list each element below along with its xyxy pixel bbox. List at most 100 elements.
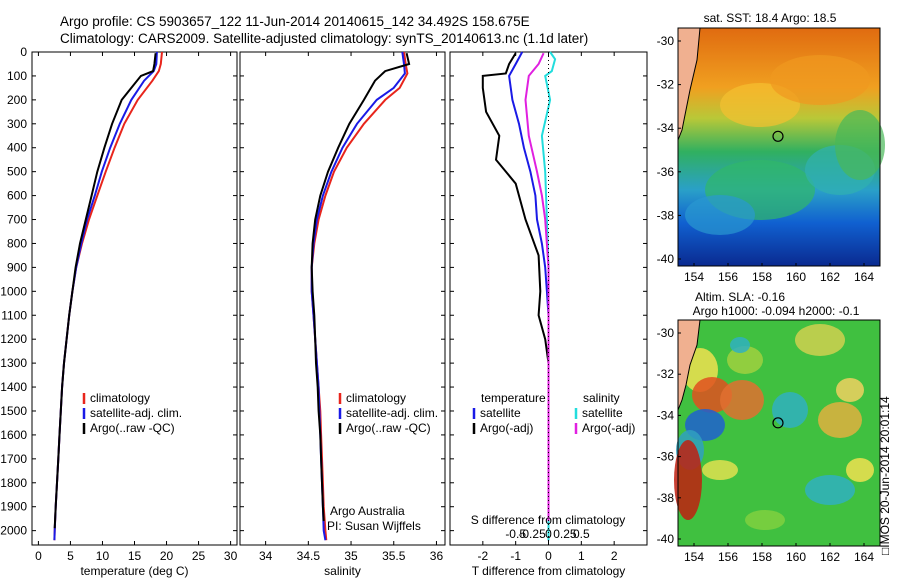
legend-title: salinity bbox=[583, 391, 620, 405]
argo-float-marker bbox=[772, 130, 784, 142]
x-tick-label: 36 bbox=[430, 549, 444, 563]
map-y-tick-label: -36 bbox=[657, 450, 675, 464]
map-y-tick-label: -38 bbox=[657, 491, 675, 505]
y-tick-label: 600 bbox=[7, 189, 27, 203]
sst-patch bbox=[770, 55, 870, 105]
map-x-tick-label: 156 bbox=[718, 550, 738, 564]
series-line-argo-raw-qc- bbox=[53, 53, 157, 529]
y-tick-label: 1000 bbox=[0, 284, 27, 298]
x-tick-label: 30 bbox=[224, 549, 238, 563]
map-x-tick-label: 162 bbox=[820, 550, 840, 564]
map-title: Argo h1000: -0.094 h2000: -0.1 bbox=[693, 304, 860, 318]
map-x-tick-label: 156 bbox=[718, 270, 738, 284]
series-line-s-argo-adj- bbox=[524, 52, 550, 522]
temperature-panel: 0100200300400500600700800900100011001200… bbox=[0, 45, 237, 578]
map-y-tick-label: -40 bbox=[657, 532, 675, 546]
legend-label: satellite bbox=[480, 406, 521, 420]
annotation-line: Argo Australia bbox=[330, 504, 405, 518]
y-tick-label: 700 bbox=[7, 213, 27, 227]
map-y-tick-label: -40 bbox=[657, 252, 675, 266]
x-tick-label: 2 bbox=[611, 549, 618, 563]
y-tick-label: 2000 bbox=[0, 524, 27, 538]
map-frame bbox=[677, 319, 881, 547]
legend-title: temperature bbox=[481, 391, 546, 405]
x-tick-label: 10 bbox=[96, 549, 110, 563]
legend-label: Argo(..raw -QC) bbox=[90, 421, 175, 435]
s-tick-label: 0 bbox=[545, 527, 552, 541]
y-tick-label: 0 bbox=[20, 45, 27, 59]
x-tick-label: 34 bbox=[259, 549, 273, 563]
x-axis-label: salinity bbox=[324, 564, 361, 578]
legend-label: Argo(-adj) bbox=[480, 421, 533, 435]
sla-patch bbox=[745, 510, 785, 530]
sst-patch bbox=[835, 110, 885, 180]
x-tick-label: 34.5 bbox=[297, 549, 321, 563]
series-line-argo-raw-qc- bbox=[310, 52, 411, 522]
sla-patch bbox=[795, 324, 845, 356]
map-y-tick-label: -30 bbox=[657, 326, 675, 340]
salinity-panel: 34 34.5 35 35.5 36 salinity climatologysatelli… bbox=[239, 51, 446, 578]
title-line-2: Climatology: CARS2009. Satellite-adjuste… bbox=[60, 31, 589, 46]
title-line-1: Argo profile: CS 5903657_122 11-Jun-2014… bbox=[60, 14, 530, 29]
sst-map: 154 156 158 160 162 164 -30 -32 -34 -36 -38 -40 sat.… bbox=[657, 11, 885, 284]
x-tick-label: -1 bbox=[510, 549, 521, 563]
x-tick-label: 20 bbox=[160, 549, 174, 563]
y-tick-label: 1300 bbox=[0, 356, 27, 370]
map-y-tick-label: -32 bbox=[657, 78, 675, 92]
sla-patch bbox=[730, 337, 750, 353]
s-tick-label: -0.25 bbox=[518, 527, 546, 541]
series-line-t-argo-adj- bbox=[481, 52, 550, 529]
sst-patch bbox=[685, 195, 755, 235]
imos-footer: □IMOS 20-Jun-2014 20:01:14 bbox=[878, 396, 892, 555]
y-tick-label: 1200 bbox=[0, 332, 27, 346]
map-x-tick-label: 154 bbox=[684, 270, 704, 284]
y-tick-label: 1800 bbox=[0, 476, 27, 490]
x-tick-label: 35.5 bbox=[382, 549, 406, 563]
sla-patch bbox=[846, 458, 874, 482]
coastline bbox=[677, 27, 701, 141]
annotation-line: PI: Susan Wijffels bbox=[327, 519, 421, 533]
map-title: Altim. SLA: -0.16 bbox=[695, 290, 785, 304]
x-tick-label: 35 bbox=[344, 549, 358, 563]
map-x-tick-label: 158 bbox=[752, 550, 772, 564]
sla-map: 154 156 158 160 162 164 -30 -32 -34 -36 -38 -40 Alti… bbox=[657, 290, 881, 564]
legend-label: climatology bbox=[90, 391, 150, 405]
map-y-tick-label: -36 bbox=[657, 165, 675, 179]
y-tick-label: 100 bbox=[7, 69, 27, 83]
y-tick-label: 200 bbox=[7, 93, 27, 107]
y-tick-label: 1500 bbox=[0, 404, 27, 418]
s-axis-label: S difference from climatology bbox=[471, 513, 626, 527]
plot-frame bbox=[31, 51, 238, 546]
legend-label: Argo(..raw -QC) bbox=[346, 421, 431, 435]
map-x-tick-label: 160 bbox=[786, 550, 806, 564]
map-x-tick-label: 162 bbox=[820, 270, 840, 284]
y-tick-label: 1900 bbox=[0, 500, 27, 514]
legend-label: climatology bbox=[346, 391, 406, 405]
map-x-tick-label: 154 bbox=[684, 550, 704, 564]
y-tick-label: 1700 bbox=[0, 452, 27, 466]
legend-label: satellite bbox=[582, 406, 623, 420]
y-tick-label: 500 bbox=[7, 165, 27, 179]
sla-patch bbox=[702, 460, 738, 480]
map-y-tick-label: -30 bbox=[657, 34, 675, 48]
s-tick-label: 0.5 bbox=[573, 527, 590, 541]
map-y-tick-label: -34 bbox=[657, 408, 675, 422]
coastline bbox=[677, 319, 701, 411]
y-tick-label: 800 bbox=[7, 236, 27, 250]
legend-label: satellite-adj. clim. bbox=[346, 406, 438, 420]
sla-patch bbox=[727, 346, 763, 374]
s-tick-label: -0.5 bbox=[505, 527, 526, 541]
x-tick-label: 25 bbox=[192, 549, 206, 563]
sla-patch bbox=[720, 380, 764, 420]
map-y-tick-label: -38 bbox=[657, 208, 675, 222]
y-tick-label: 300 bbox=[7, 117, 27, 131]
legend-label: Argo(-adj) bbox=[582, 421, 635, 435]
x-tick-label: -2 bbox=[477, 549, 488, 563]
plot-frame bbox=[239, 51, 446, 546]
x-tick-label: 5 bbox=[67, 549, 74, 563]
x-axis-label: T difference from climatology bbox=[472, 564, 626, 578]
map-x-tick-label: 164 bbox=[854, 270, 874, 284]
x-axis-label: temperature (deg C) bbox=[80, 564, 188, 578]
sla-patch bbox=[836, 378, 864, 402]
